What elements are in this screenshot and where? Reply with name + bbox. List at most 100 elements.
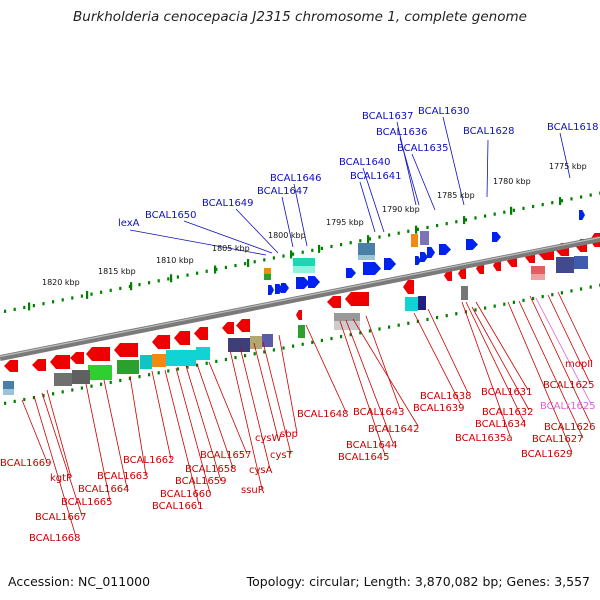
- tick-dot: [157, 279, 160, 283]
- tick-dot: [426, 317, 429, 322]
- major-tick: [214, 265, 217, 274]
- leader-line: [262, 341, 292, 455]
- tick-dot: [80, 294, 83, 298]
- gene-label: BCAL1618: [547, 122, 599, 133]
- tick-dot: [349, 241, 352, 245]
- major-tick: [247, 258, 250, 267]
- gene-label: BCAL1649: [202, 198, 254, 209]
- tick-dot: [532, 296, 535, 301]
- kbp-label: 1800 kbp: [268, 231, 306, 240]
- leader-line: [507, 301, 573, 453]
- feature-box: [556, 257, 574, 273]
- chromosome-backbone: [0, 236, 600, 361]
- gene-label: BCAL1645: [338, 452, 390, 463]
- tick-dot: [301, 342, 304, 346]
- major-tick: [559, 197, 562, 206]
- gene-arrow-reverse: [32, 359, 46, 371]
- gene-arrow-forward: [420, 252, 428, 262]
- gene-arrow-reverse: [50, 355, 70, 369]
- leader-line: [46, 389, 72, 478]
- leader-line: [85, 383, 111, 502]
- feature-box: [264, 268, 271, 274]
- gene-arrow-reverse: [114, 343, 138, 357]
- tick-dot: [311, 248, 314, 252]
- tick-dot: [436, 315, 439, 320]
- tick-dot: [52, 300, 55, 304]
- tick-dot: [589, 285, 592, 289]
- leader-line: [352, 318, 419, 427]
- gene-arrow-reverse: [345, 292, 369, 306]
- gene-label: cysW: [255, 433, 282, 444]
- leader-line: [362, 167, 385, 233]
- tick-dot: [359, 239, 362, 243]
- gene-label: BCAL1631: [481, 387, 533, 398]
- feature-box: [293, 266, 315, 273]
- gene-label: BCAL1662: [123, 455, 175, 466]
- gene-label: BCAL1658: [185, 464, 237, 475]
- tick-dot: [484, 306, 487, 310]
- tick-dot: [330, 244, 333, 249]
- leader-line: [359, 181, 376, 233]
- leader-line: [239, 346, 271, 470]
- tick-dot: [42, 394, 45, 398]
- leader-line: [33, 395, 77, 538]
- tick-dot: [52, 392, 55, 396]
- feature-box: [574, 256, 588, 269]
- leader-line: [559, 132, 571, 179]
- leader-line: [557, 291, 592, 362]
- feature-box: [298, 325, 305, 338]
- tick-dot: [224, 357, 227, 362]
- kbp-label: 1780 kbp: [493, 177, 531, 186]
- leader-line: [21, 399, 48, 463]
- leader-line: [229, 349, 263, 490]
- leader-line: [475, 301, 529, 391]
- leader-line: [253, 342, 279, 439]
- gene-label: BCAL1663: [97, 471, 149, 482]
- tick-dot: [263, 258, 266, 262]
- gene-label: BCAL1667: [35, 512, 87, 523]
- tick-dot: [109, 288, 112, 292]
- tick-dot: [205, 269, 208, 273]
- tick-dot: [148, 373, 151, 377]
- tick-dot: [484, 214, 487, 218]
- gene-arrow-forward: [296, 277, 310, 289]
- leader-line: [547, 294, 591, 384]
- leader-line: [442, 116, 465, 206]
- gene-label: BCAL1628: [463, 126, 515, 137]
- tick-dot: [407, 229, 410, 233]
- gene-label: BCAL1632: [482, 407, 534, 418]
- tick-dot: [570, 289, 573, 293]
- tick-dot: [186, 365, 189, 369]
- tick-dot: [215, 359, 218, 363]
- gene-arrow-reverse: [403, 280, 414, 294]
- gene-arrow-forward: [281, 283, 289, 293]
- gene-label: BCAL1665: [61, 497, 113, 508]
- kbp-label: 1785 kbp: [437, 191, 475, 200]
- tick-dot: [301, 250, 304, 254]
- kbp-label: 1795 kbp: [326, 218, 364, 227]
- gene-arrow-reverse: [327, 296, 341, 308]
- tick-dot: [570, 197, 573, 201]
- tick-dot: [455, 312, 458, 316]
- gene-label: BCAL1635a: [455, 433, 513, 444]
- tick-dot: [455, 220, 458, 224]
- leader-line: [365, 315, 401, 410]
- gene-label: mopII: [565, 359, 593, 370]
- backbone-line: [0, 236, 600, 361]
- major-tick: [463, 216, 466, 225]
- leader-line: [411, 153, 436, 211]
- kbp-label: 1815 kbp: [98, 267, 136, 276]
- topology-text: Topology: circular; Length: 3,870,082 bp…: [246, 574, 590, 589]
- feature-box: [54, 373, 72, 386]
- tick-dot: [388, 325, 391, 329]
- feature-box: [196, 347, 210, 360]
- tick-dot: [292, 344, 295, 348]
- gene-arrow-forward: [415, 256, 421, 265]
- feature-box: [166, 350, 196, 366]
- feature-box: [72, 370, 90, 384]
- tick-dot: [292, 252, 295, 256]
- gene-label: BCAL1659: [175, 476, 227, 487]
- gene-arrow-reverse: [174, 331, 190, 345]
- tick-dot: [493, 304, 496, 308]
- leader-line: [535, 297, 592, 405]
